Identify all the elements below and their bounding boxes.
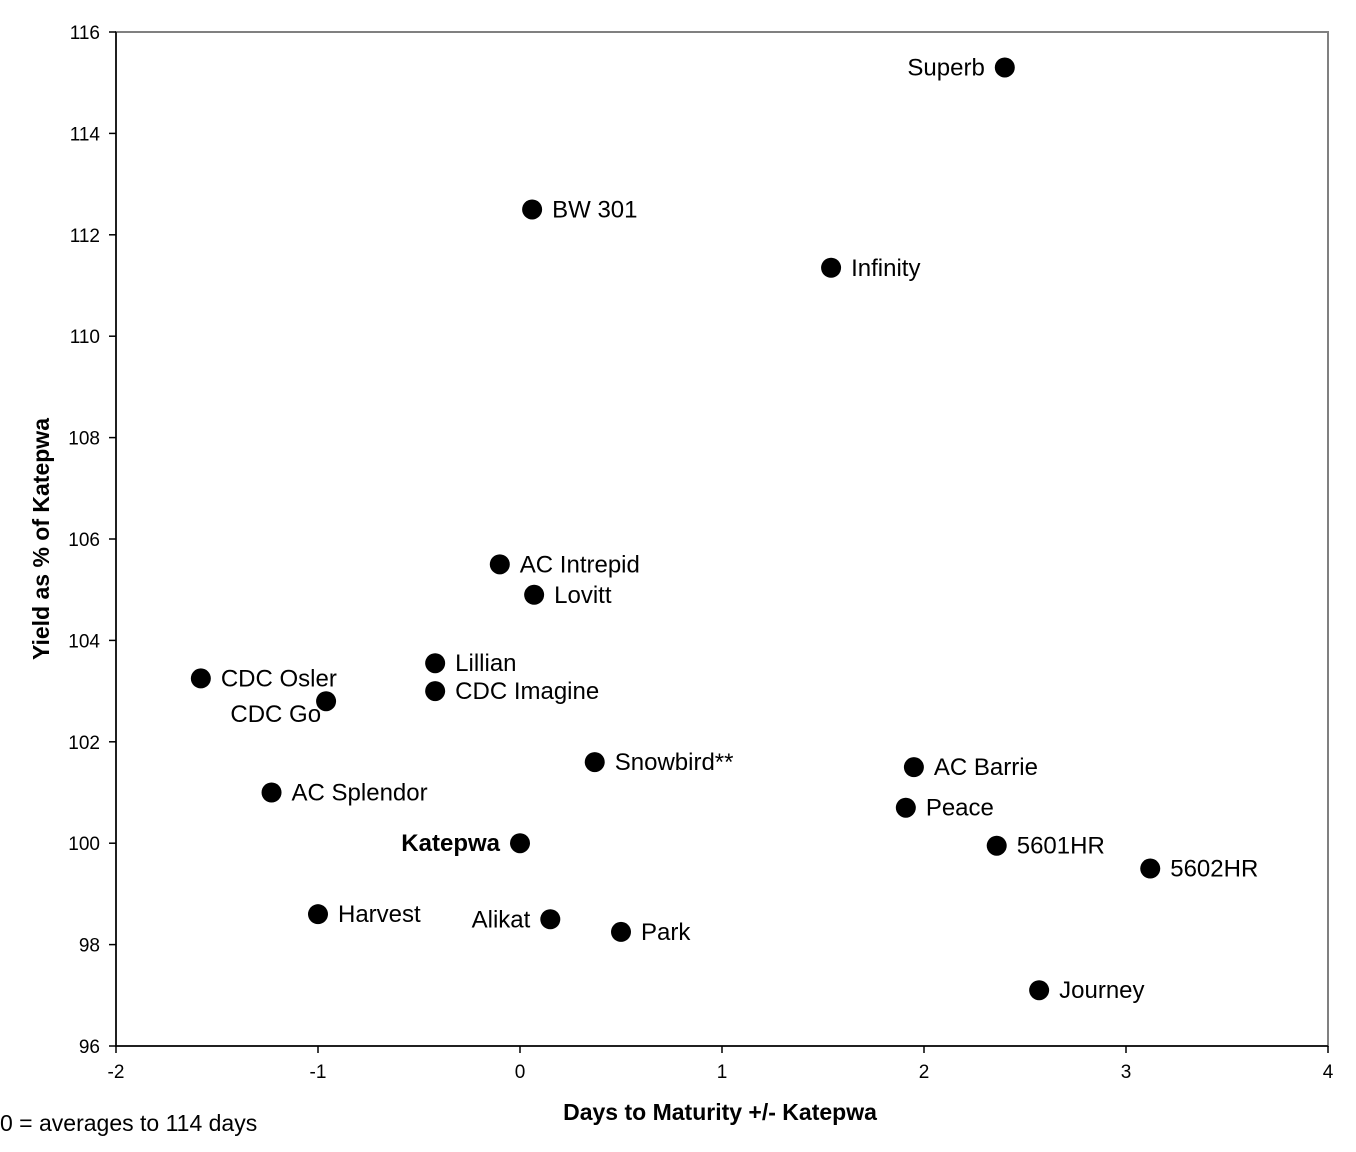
data-point — [425, 681, 446, 702]
data-point — [524, 584, 545, 605]
x-tick-label: 2 — [919, 1062, 930, 1083]
y-axis: 96 98 100 102 104 106 108 110 112 114 116 — [68, 23, 117, 1058]
y-tick-label: 116 — [70, 23, 100, 44]
data-point-label: Peace — [926, 795, 994, 822]
data-point — [994, 57, 1015, 78]
data-point-label: 5602HR — [1170, 856, 1258, 883]
data-point — [540, 909, 561, 930]
data-point-label: Superb — [907, 54, 984, 81]
data-point — [584, 752, 605, 773]
data-point-label: Katepwa — [401, 830, 500, 857]
y-tick-label: 104 — [68, 631, 100, 652]
data-point — [190, 668, 211, 689]
x-tick-label: 3 — [1121, 1062, 1132, 1083]
x-axis-title: Days to Maturity +/- Katepwa — [563, 1099, 877, 1125]
data-point-label: CDC Osler — [221, 665, 337, 692]
data-point-label: CDC Go — [230, 701, 321, 728]
data-point — [522, 199, 543, 220]
y-tick-label: 102 — [68, 733, 100, 754]
x-tick-label: -1 — [310, 1062, 327, 1083]
data-point — [1140, 858, 1161, 879]
x-tick-label: 0 — [515, 1062, 526, 1083]
data-point — [489, 554, 510, 575]
data-point-label: CDC Imagine — [455, 678, 599, 705]
data-point-label: Lillian — [455, 650, 516, 677]
data-point-label: Infinity — [851, 255, 920, 282]
data-point — [903, 757, 924, 778]
x-axis: -2 -1 0 1 2 3 4 — [108, 1045, 1334, 1083]
data-point-label: 5601HR — [1017, 833, 1105, 860]
x-tick-label: 1 — [717, 1062, 728, 1083]
y-tick-label: 106 — [68, 530, 100, 551]
data-point-label: Snowbird** — [615, 749, 734, 776]
data-point — [261, 782, 282, 803]
y-tick-label: 100 — [68, 834, 100, 855]
y-tick-label: 112 — [70, 226, 100, 247]
data-points: Superb BW 301 Infinity AC Intrepid Lovitt Lil… — [190, 54, 1258, 1004]
plot-area-frame — [115, 31, 1329, 1047]
data-point-label: Alikat — [472, 906, 531, 933]
data-point — [986, 835, 1007, 856]
data-point-label: BW 301 — [552, 196, 637, 223]
data-point — [1029, 980, 1050, 1001]
data-point — [821, 257, 842, 278]
y-tick-label: 98 — [79, 936, 100, 957]
y-tick-label: 108 — [68, 429, 100, 450]
data-point-label: AC Splendor — [292, 780, 428, 807]
data-point — [308, 904, 328, 925]
y-tick-label: 96 — [79, 1037, 100, 1058]
data-point — [611, 921, 631, 942]
footnote: 0 = averages to 114 days — [0, 1110, 257, 1136]
y-tick-label: 114 — [70, 124, 101, 145]
data-point — [316, 691, 337, 712]
x-tick-label: 4 — [1323, 1062, 1334, 1083]
y-axis-title: Yield as % of Katepwa — [28, 418, 54, 660]
data-point-label: Harvest — [338, 901, 421, 928]
x-tick-label: -2 — [108, 1062, 125, 1083]
data-point-label: Park — [641, 919, 691, 946]
data-point-label: Lovitt — [554, 582, 612, 609]
data-point — [895, 797, 916, 818]
data-point-label: Journey — [1059, 977, 1144, 1004]
y-tick-label: 110 — [70, 327, 100, 348]
data-point-label: AC Barrie — [934, 754, 1038, 781]
data-point — [425, 653, 446, 674]
data-point-label: AC Intrepid — [520, 551, 640, 578]
data-point — [510, 833, 530, 854]
